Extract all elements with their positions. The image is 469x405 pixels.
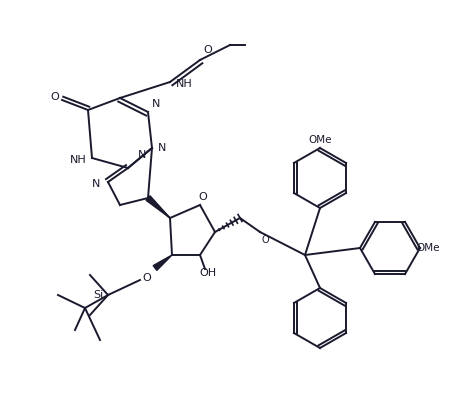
- Text: O: O: [143, 273, 151, 283]
- Text: O: O: [199, 192, 207, 202]
- Text: O: O: [204, 45, 212, 55]
- Text: OMe: OMe: [416, 243, 440, 253]
- Text: N: N: [152, 99, 160, 109]
- Text: NH: NH: [175, 79, 192, 89]
- Text: N: N: [158, 143, 166, 153]
- Text: OMe: OMe: [308, 135, 332, 145]
- Text: Si: Si: [93, 290, 103, 300]
- Text: NH: NH: [69, 155, 86, 165]
- Text: N: N: [138, 150, 146, 160]
- Polygon shape: [146, 196, 170, 218]
- Text: O: O: [261, 235, 269, 245]
- Text: O: O: [51, 92, 60, 102]
- Text: N: N: [92, 179, 100, 189]
- Polygon shape: [153, 255, 172, 271]
- Text: OH: OH: [199, 268, 217, 278]
